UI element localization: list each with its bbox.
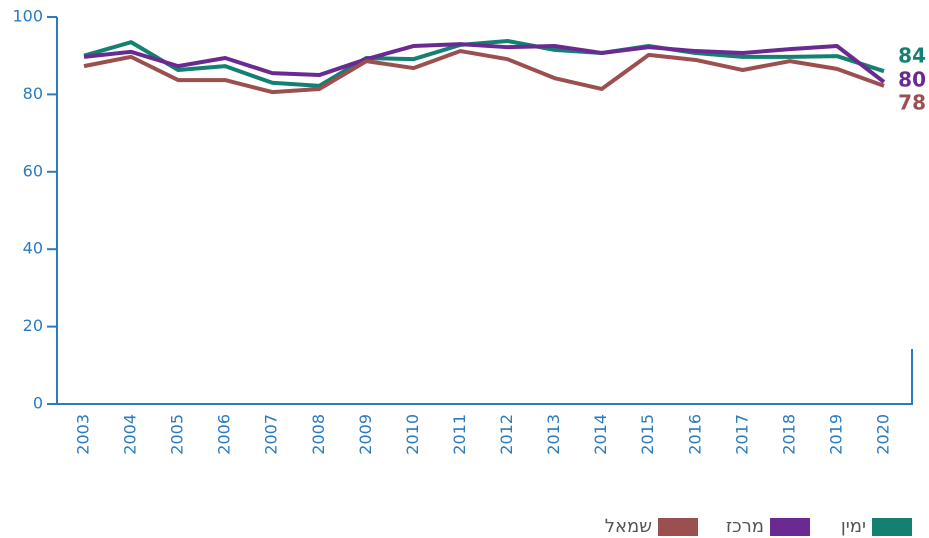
x-tick-label: 2003 (74, 414, 93, 455)
legend-label: מרכז (726, 516, 764, 537)
x-tick-label: 2005 (168, 414, 187, 455)
x-tick-label: 2018 (779, 414, 798, 455)
x-tick-label: 2017 (732, 414, 751, 455)
x-tick-label: 2020 (874, 414, 893, 455)
legend-swatch (658, 518, 698, 536)
axis-frame (56, 17, 913, 405)
y-tick-label: 60 (23, 161, 43, 180)
x-tick-label: 2012 (497, 414, 516, 455)
y-tick-label: 20 (23, 316, 43, 335)
x-tick-label: 2016 (685, 414, 704, 455)
x-tick-label: 2006 (215, 414, 234, 455)
legend-swatch (872, 518, 912, 536)
x-tick-label: 2011 (450, 414, 469, 455)
end-label: 80 (898, 68, 926, 92)
legend-label: ימין (841, 516, 866, 537)
x-tick-label: 2004 (121, 414, 140, 455)
y-tick-label: 80 (23, 84, 43, 103)
x-tick-label: 2010 (403, 414, 422, 455)
x-tick-label: 2015 (638, 414, 657, 455)
x-tick-label: 2009 (356, 414, 375, 455)
y-tick-label: 0 (33, 394, 43, 413)
y-tick-label: 40 (23, 239, 43, 258)
x-tick-label: 2008 (309, 414, 328, 455)
x-tick-label: 2014 (591, 414, 610, 455)
line (83, 38, 885, 88)
x-tick-label: 2013 (544, 414, 563, 455)
x-tick-label: 2019 (826, 414, 845, 455)
x-tick-label: 2007 (262, 414, 281, 455)
legend-label: שמאל (605, 516, 652, 537)
legend-swatch (770, 518, 810, 536)
end-label: 78 (898, 91, 926, 115)
end-label: 84 (898, 44, 926, 68)
line (83, 49, 885, 95)
line (83, 42, 886, 84)
y-tick-label: 100 (12, 7, 43, 26)
